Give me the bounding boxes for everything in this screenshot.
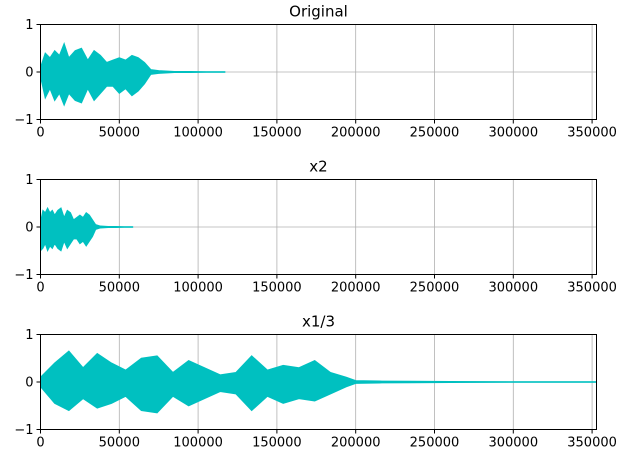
subplot-title: Original <box>289 3 348 21</box>
x-tick-label: 200000 <box>331 126 381 141</box>
x-tick-label: 200000 <box>331 281 381 296</box>
subplot-3: x1/3 0 50000 100000 150000 200000 250000 300000… <box>14 313 617 451</box>
x-tick-label: 350000 <box>567 281 617 296</box>
x-tick-label: 250000 <box>410 281 460 296</box>
y-tick-label: 1 <box>25 173 33 188</box>
x-tick-label: 200000 <box>331 436 381 451</box>
y-tick-label: −1 <box>14 423 33 438</box>
y-tick-label: 1 <box>25 18 33 33</box>
subplot-title: x2 <box>309 158 327 176</box>
x-tick-label: 100000 <box>173 281 223 296</box>
waveform-series <box>40 42 226 107</box>
x-tick-label: 300000 <box>488 281 538 296</box>
x-tick-label: 100000 <box>173 436 223 451</box>
subplot-2: x2 0 50000 100000 150000 200000 250000 300000 35… <box>14 158 617 296</box>
x-tick-label: 350000 <box>567 126 617 141</box>
y-tick-label: 0 <box>25 376 33 391</box>
x-tick-label: 150000 <box>252 281 302 296</box>
subplot-1: Original 0 50000 100000 150000 200000 250000 30… <box>14 3 617 141</box>
x-tick-label: 50000 <box>99 436 140 451</box>
x-tick-label: 50000 <box>99 281 140 296</box>
y-tick-label: −1 <box>14 113 33 128</box>
x-tick-label: 250000 <box>410 126 460 141</box>
x-tick-label: 100000 <box>173 126 223 141</box>
y-tick-label: 0 <box>25 221 33 236</box>
x-tick-label: 350000 <box>567 436 617 451</box>
x-tick-label: 250000 <box>410 436 460 451</box>
x-tick-label: 150000 <box>252 436 302 451</box>
x-tick-label: 150000 <box>252 126 302 141</box>
subplot-title: x1/3 <box>302 313 335 331</box>
y-tick-label: 1 <box>25 328 33 343</box>
x-tick-label: 300000 <box>488 436 538 451</box>
x-tick-label: 0 <box>36 281 44 296</box>
y-tick-label: −1 <box>14 268 33 283</box>
x-tick-label: 50000 <box>99 126 140 141</box>
y-tick-label: 0 <box>25 66 33 81</box>
x-tick-label: 0 <box>36 436 44 451</box>
x-tick-label: 300000 <box>488 126 538 141</box>
x-tick-label: 0 <box>36 126 44 141</box>
